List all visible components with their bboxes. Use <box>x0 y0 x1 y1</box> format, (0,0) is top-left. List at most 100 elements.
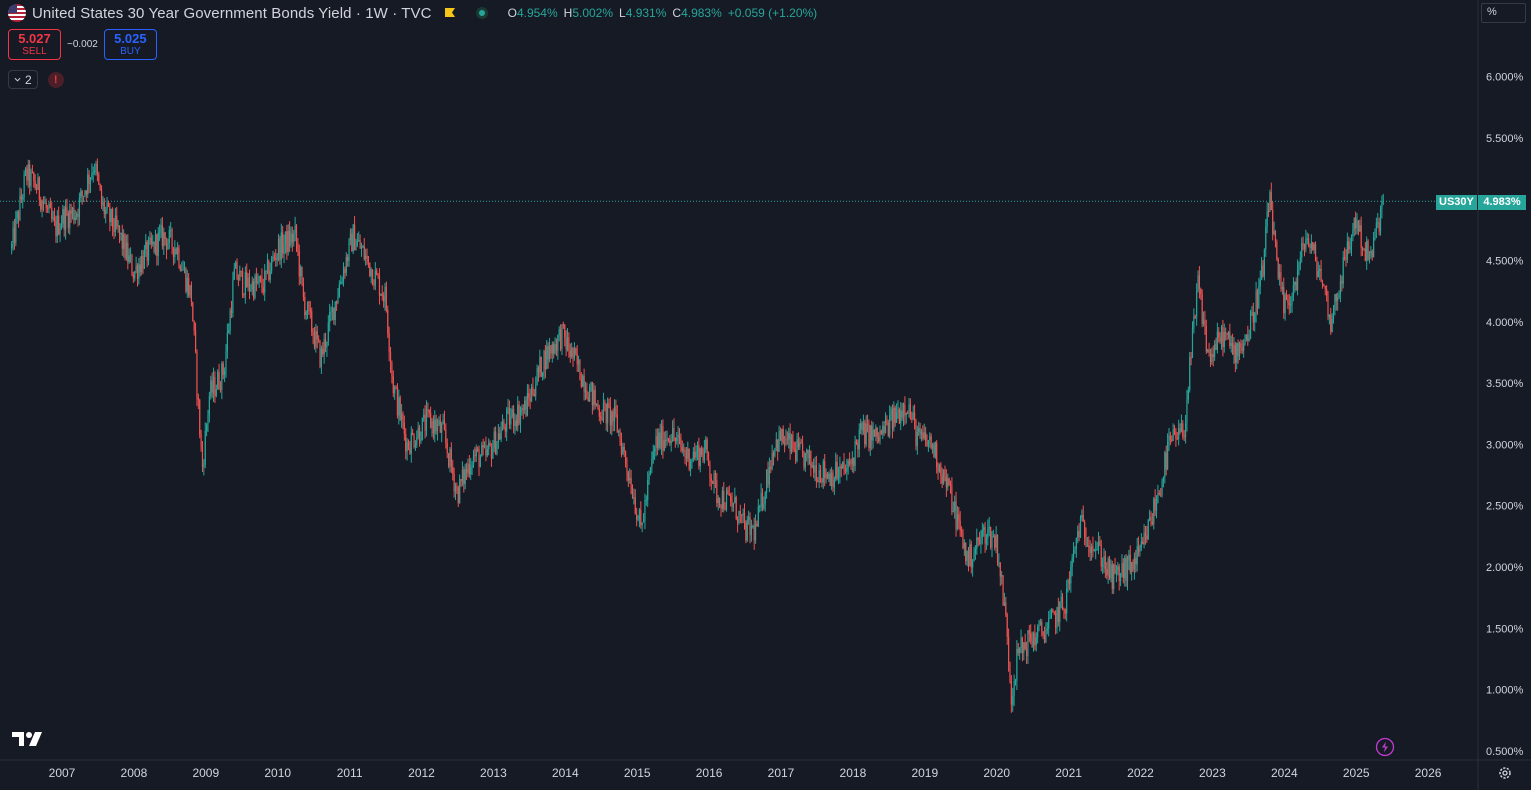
candle <box>410 432 412 454</box>
candle <box>565 337 567 350</box>
candle <box>27 164 29 181</box>
candle <box>456 486 458 488</box>
sell-label: SELL <box>22 45 47 57</box>
candle <box>338 284 340 297</box>
candle <box>288 230 291 246</box>
buy-button[interactable]: 5.025 BUY <box>103 29 157 60</box>
candle <box>403 422 405 434</box>
candle <box>872 429 874 441</box>
candle <box>1323 284 1325 286</box>
candle <box>688 448 690 470</box>
lightning-icon[interactable] <box>1375 737 1395 757</box>
candle <box>161 224 163 247</box>
candle <box>1183 436 1185 438</box>
candle <box>1363 248 1365 250</box>
candle <box>1077 530 1079 538</box>
candle <box>764 492 766 504</box>
candle <box>445 429 447 443</box>
candle <box>576 353 578 365</box>
candle <box>47 207 49 209</box>
candle <box>512 409 515 427</box>
candle <box>165 238 168 250</box>
candle <box>1025 648 1028 657</box>
candle <box>967 550 970 567</box>
candle <box>1343 257 1346 259</box>
candle <box>532 387 534 395</box>
candle <box>808 450 811 459</box>
candle <box>1296 269 1299 290</box>
candle <box>1244 338 1246 344</box>
candle <box>1193 316 1195 329</box>
price-unit-selector[interactable]: % <box>1481 3 1526 23</box>
candle <box>889 414 891 436</box>
candle <box>1042 631 1044 636</box>
candle <box>691 459 693 462</box>
candle <box>402 413 404 423</box>
candle <box>1382 201 1384 203</box>
candle <box>381 294 383 297</box>
candle <box>1020 637 1022 649</box>
candle <box>790 434 793 452</box>
candle <box>334 301 336 321</box>
candle <box>490 445 493 459</box>
candle <box>618 431 620 433</box>
candle <box>1312 242 1314 250</box>
candle <box>304 296 306 315</box>
candle <box>1338 294 1340 299</box>
candle <box>1259 279 1261 287</box>
alert-icon[interactable]: ! <box>47 71 64 88</box>
x-tick-label: 2008 <box>121 766 148 780</box>
candle <box>1328 314 1330 318</box>
candle <box>229 310 231 331</box>
candle <box>88 174 90 185</box>
tradingview-logo-icon[interactable] <box>11 730 43 748</box>
gear-icon[interactable] <box>1497 765 1513 781</box>
candle <box>355 245 357 251</box>
candle <box>1017 649 1019 653</box>
candle <box>348 239 350 261</box>
candle <box>42 201 45 204</box>
candle <box>1172 429 1174 441</box>
candle <box>371 269 374 285</box>
candle <box>406 442 408 452</box>
candle <box>212 377 215 393</box>
spread-value: −0.002 <box>67 39 98 50</box>
candle <box>1186 399 1188 423</box>
candle <box>1345 258 1347 260</box>
indicators-toggle-button[interactable]: 2 <box>8 70 38 89</box>
candle <box>53 217 56 222</box>
flag-icon[interactable] <box>444 7 456 19</box>
candle <box>671 427 674 441</box>
candle <box>38 177 40 200</box>
candle <box>633 497 635 499</box>
candle <box>477 448 479 450</box>
candle <box>1021 637 1024 653</box>
candle <box>77 213 79 218</box>
candle <box>607 402 609 424</box>
candle <box>821 479 823 483</box>
candle <box>16 211 18 219</box>
candle <box>23 174 25 198</box>
candle <box>593 389 595 406</box>
symbol-title[interactable]: United States 30 Year Government Bonds Y… <box>32 4 432 22</box>
candle <box>681 446 683 451</box>
candle <box>501 421 504 431</box>
candle <box>1247 334 1249 341</box>
candle <box>730 495 732 502</box>
candle <box>587 397 589 402</box>
candle <box>546 346 548 370</box>
candle <box>112 208 114 228</box>
candle <box>1030 633 1032 642</box>
candle <box>29 164 31 187</box>
candle <box>1046 628 1048 631</box>
candle <box>801 443 804 452</box>
candle <box>69 210 71 229</box>
candle <box>432 420 434 434</box>
candle <box>712 481 714 484</box>
candle <box>482 445 484 448</box>
candle <box>1314 244 1317 261</box>
candle <box>132 275 134 279</box>
candle <box>435 419 437 432</box>
sell-button[interactable]: 5.027 SELL <box>8 29 61 60</box>
